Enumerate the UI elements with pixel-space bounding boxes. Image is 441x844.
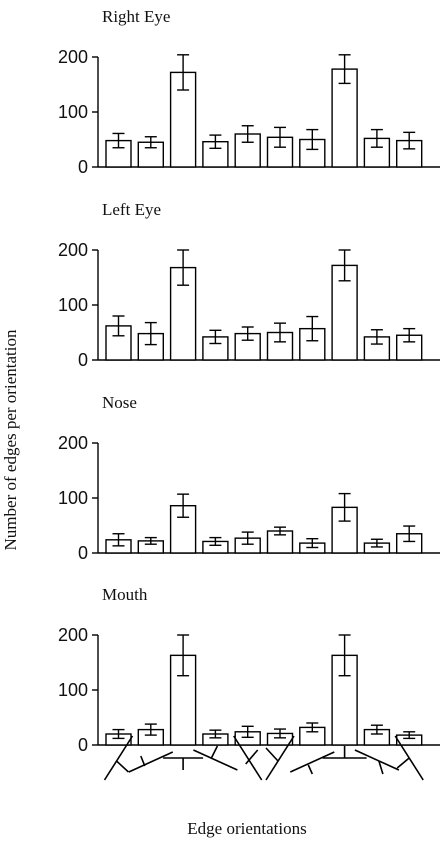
- y-tick-label: 100: [58, 295, 88, 315]
- panel-1: Right Eye 0 100 200: [58, 7, 440, 177]
- chart-panels: Right Eye 0 100 200 Left Eye 0 100 200 Nose 0 100 2…: [58, 7, 440, 755]
- glyph-stroke: [307, 764, 314, 775]
- glyph-stroke: [265, 735, 295, 781]
- y-axis-label: Number of edges per orientation: [1, 329, 20, 550]
- orientation-glyph-3: [163, 757, 204, 770]
- y-tick-label: 0: [78, 543, 88, 563]
- glyph-stroke: [396, 757, 410, 769]
- y-tick-label: 200: [58, 433, 88, 453]
- panel-4: Mouth 0 100 200: [58, 585, 440, 755]
- orientation-glyph-2: [128, 751, 174, 773]
- y-tick-label: 100: [58, 680, 88, 700]
- bar: [299, 327, 326, 361]
- glyph-stroke: [354, 749, 400, 771]
- glyph-stroke: [128, 751, 174, 773]
- panel-3: Nose 0 100 200: [58, 393, 440, 563]
- glyph-stroke: [233, 735, 263, 781]
- orientation-glyph-1: [103, 735, 134, 781]
- y-tick-label: 200: [58, 625, 88, 645]
- y-tick-label: 100: [58, 102, 88, 122]
- orientation-glyph-4: [193, 745, 238, 771]
- y-tick-label: 0: [78, 350, 88, 370]
- panel-title: Left Eye: [102, 200, 161, 219]
- glyph-stroke: [265, 747, 279, 762]
- panel-2: Left Eye 0 100 200: [58, 200, 440, 370]
- glyph-stroke: [210, 745, 219, 759]
- orientation-glyph-8: [322, 746, 367, 759]
- glyph-stroke: [245, 749, 259, 765]
- orientation-glyph-7: [289, 751, 335, 775]
- panel-title: Nose: [102, 393, 137, 412]
- orientation-glyph-10: [394, 735, 424, 781]
- orientation-glyph-6: [265, 735, 295, 781]
- bar: [299, 138, 326, 168]
- glyph-stroke: [140, 755, 146, 767]
- glyph-stroke: [289, 751, 335, 773]
- panel-title: Right Eye: [102, 7, 170, 26]
- glyph-stroke: [193, 749, 238, 771]
- y-tick-label: 0: [78, 735, 88, 755]
- y-tick-label: 200: [58, 47, 88, 67]
- x-axis-label: Edge orientations: [187, 819, 306, 838]
- orientation-glyph-9: [354, 749, 400, 775]
- panel-title: Mouth: [102, 585, 148, 604]
- y-tick-label: 0: [78, 157, 88, 177]
- glyph-stroke: [378, 760, 384, 775]
- glyph-stroke: [115, 760, 130, 773]
- y-tick-label: 200: [58, 240, 88, 260]
- orientation-glyph-5: [233, 735, 263, 781]
- y-tick-label: 100: [58, 488, 88, 508]
- orientation-glyphs: [103, 735, 424, 781]
- glyph-stroke: [103, 735, 134, 781]
